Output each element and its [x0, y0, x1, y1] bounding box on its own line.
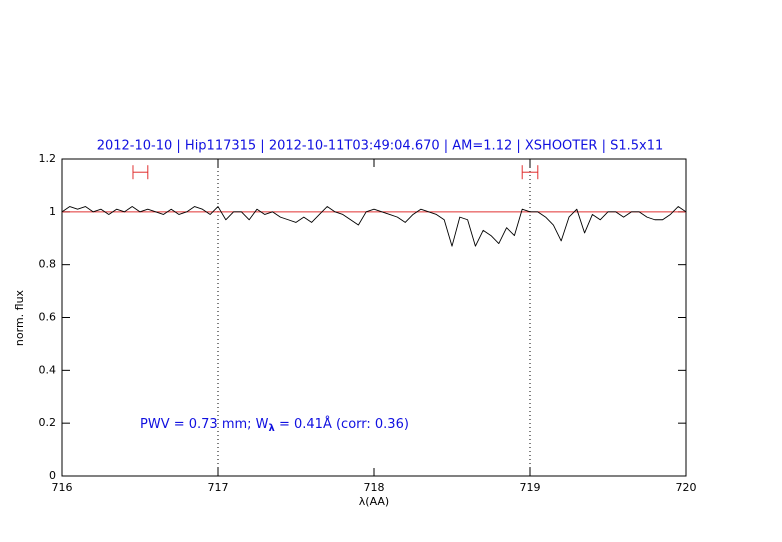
y-tick-label: 0.8: [39, 258, 57, 271]
x-axis-label: λ(AA): [359, 495, 389, 508]
annotation-subscript: λ: [269, 423, 276, 434]
x-tick-label: 720: [676, 481, 697, 494]
y-tick-label: 0.6: [39, 311, 57, 324]
x-tick-label: 717: [208, 481, 229, 494]
y-tick-label: 0.2: [39, 416, 57, 429]
x-tick-label: 716: [52, 481, 73, 494]
y-tick-label: 0: [49, 469, 56, 482]
y-axis-label: norm. flux: [13, 289, 26, 346]
x-tick-label: 719: [520, 481, 541, 494]
fit-window: [132, 165, 149, 180]
fit-window: [521, 165, 539, 180]
y-tick-label: 1.2: [39, 152, 57, 165]
annotation: PWV = 0.73 mm; Wλ = 0.41Å (corr: 0.36): [140, 416, 409, 435]
y-tick-label: 0.4: [39, 363, 57, 376]
chart-title: 2012-10-10 | Hip117315 | 2012-10-11T03:4…: [97, 139, 664, 154]
annotation-text: PWV = 0.73 mm; W: [140, 417, 269, 432]
x-tick-label: 718: [364, 481, 385, 494]
annotation-text: = 0.41Å (corr: 0.36): [275, 416, 409, 432]
y-tick-label: 1: [49, 205, 56, 218]
spectrum-line: [61, 206, 687, 247]
